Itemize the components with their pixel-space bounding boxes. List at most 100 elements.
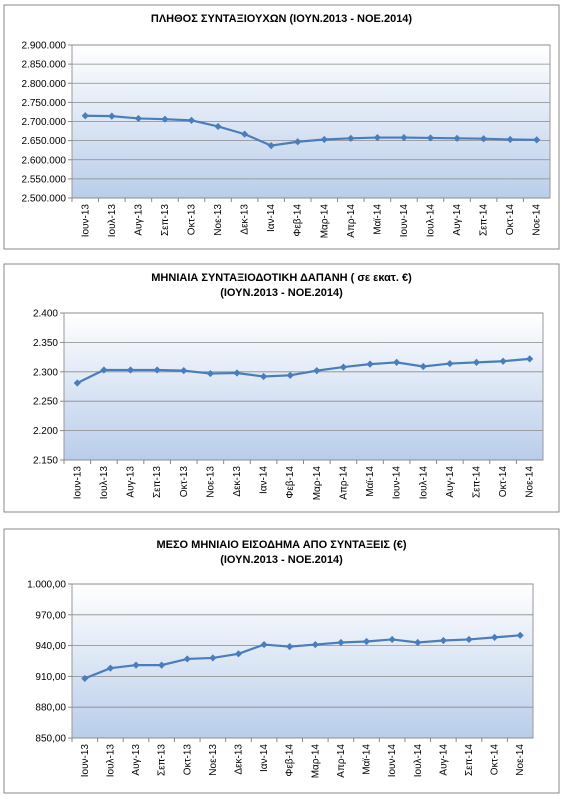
- chart-subtitle: (ΙΟΥΝ.2013 - ΝΟΕ.2014): [220, 287, 343, 299]
- data-point: [161, 115, 169, 123]
- data-line: [85, 114, 537, 147]
- x-tick-label: Σεπ-13: [157, 744, 168, 776]
- x-tick-label: Δεκ-13: [240, 204, 251, 235]
- data-point: [347, 134, 355, 142]
- chart-title: ΠΛΗΘΟΣ ΣΥΝΤΑΞΙΟΥΧΩΝ (ΙΟΥΝ.2013 - ΝΟΕ.201…: [151, 13, 413, 25]
- data-point: [81, 674, 89, 683]
- data-point: [183, 655, 191, 663]
- data-point: [286, 371, 294, 379]
- x-tick-label: Μαϊ-14: [372, 204, 383, 235]
- x-tick-label: Ιουλ-13: [107, 204, 118, 238]
- x-tick-label: Νοε-14: [525, 466, 536, 498]
- data-point: [362, 637, 371, 646]
- x-tick-label: Φεβ-14: [285, 744, 296, 777]
- data-point: [234, 650, 243, 658]
- x-tick-label: Αυγ-13: [126, 466, 137, 498]
- x-tick-label: Αυγ-14: [452, 204, 463, 236]
- data-point: [209, 654, 217, 662]
- data-point: [153, 366, 161, 374]
- y-tick-label: 2.200: [33, 426, 58, 437]
- data-point: [339, 363, 348, 371]
- x-tick-label: Ιαν-14: [266, 204, 277, 232]
- y-tick-label: 2.600.000: [22, 155, 67, 166]
- y-tick-label: 2.750.000: [22, 98, 67, 109]
- x-tick-label: Νοε-13: [213, 204, 224, 236]
- x-tick-label: Απρ-14: [336, 744, 347, 778]
- data-point: [241, 130, 249, 138]
- plot-area: [63, 312, 544, 461]
- x-tick-label: Ιουν-14: [399, 204, 410, 238]
- x-tick-label: Νοε-13: [205, 466, 216, 498]
- x-tick-label: Μαρ-14: [310, 744, 321, 779]
- data-point: [499, 357, 507, 365]
- plot-area: [71, 583, 534, 739]
- y-tick-label: 2.550.000: [22, 174, 67, 185]
- y-tick-label: 1.000,00: [27, 580, 66, 591]
- x-tick-label: Φεβ-14: [285, 466, 296, 499]
- data-point: [233, 369, 241, 377]
- x-tick-label: Ιουλ-13: [105, 744, 116, 778]
- x-tick-label: Ιαν-14: [259, 744, 270, 772]
- x-tick-label: Απρ-14: [346, 204, 357, 238]
- x-tick-label: Ιουν-14: [387, 744, 398, 778]
- data-point: [260, 640, 268, 649]
- x-tick-label: Μαϊ-14: [362, 744, 373, 775]
- x-tick-label: Μαρ-14: [319, 204, 330, 239]
- data-point: [267, 141, 275, 150]
- data-point: [259, 372, 268, 381]
- x-tick-label: Ιουλ-14: [426, 204, 437, 238]
- x-tick-label: Ιουν-13: [80, 744, 91, 778]
- data-point: [490, 633, 499, 641]
- x-tick-label: Σεπ-14: [464, 744, 475, 776]
- data-point: [187, 116, 196, 124]
- x-tick-label: Δεκ-13: [233, 744, 244, 775]
- y-tick-label: 2.150: [33, 456, 58, 467]
- chart-title: ΜΗΝΙΑΙΑ ΣΥΝΤΑΞΙΟΔΟΤΙΚΗ ΔΑΠΑΝΗ ( σε εκατ.…: [151, 272, 412, 284]
- x-tick-label: Μαϊ-14: [365, 466, 376, 497]
- data-point: [206, 369, 214, 378]
- y-tick-label: 850,00: [35, 734, 66, 745]
- x-tick-label: Ιουλ-14: [418, 466, 429, 500]
- y-tick-label: 2.850.000: [22, 60, 67, 71]
- x-tick-label: Αυγ-13: [133, 204, 144, 236]
- data-point: [472, 358, 481, 366]
- data-point: [388, 635, 396, 644]
- data-point: [526, 355, 534, 363]
- data-point: [533, 136, 541, 144]
- x-tick-label: Οκτ-14: [498, 466, 509, 498]
- data-point: [286, 643, 294, 651]
- x-tick-label: Απρ-14: [338, 466, 349, 500]
- data-point: [81, 112, 89, 120]
- data-point: [446, 359, 454, 368]
- data-point: [294, 138, 302, 146]
- data-point: [393, 358, 401, 366]
- data-point: [426, 134, 435, 142]
- y-tick-label: 910,00: [35, 672, 66, 683]
- data-point: [106, 664, 115, 672]
- y-tick-label: 970,00: [35, 610, 66, 621]
- data-line: [76, 357, 530, 384]
- data-point: [506, 135, 514, 144]
- x-tick-label: Αυγ-14: [438, 744, 449, 776]
- x-tick-label: Σεπ-14: [479, 204, 490, 236]
- chart-subtitle: (ΙΟΥΝ.2013 - ΝΟΕ.2014): [220, 554, 343, 566]
- data-point: [516, 631, 524, 639]
- x-tick-label: Νοε-14: [532, 204, 543, 236]
- x-tick-label: Μαρ-14: [312, 466, 323, 501]
- data-point: [108, 112, 116, 120]
- x-tick-label: Ιουν-14: [392, 466, 403, 500]
- data-point: [214, 122, 222, 131]
- x-tick-label: Σεπ-14: [471, 466, 482, 498]
- data-point: [158, 661, 166, 669]
- x-tick-label: Οκτ-14: [490, 744, 501, 776]
- x-tick-label: Οκτ-13: [179, 466, 190, 498]
- data-point: [337, 638, 345, 647]
- data-point: [480, 135, 488, 143]
- y-tick-label: 2.900.000: [22, 41, 67, 52]
- x-tick-label: Ιουν-13: [72, 466, 83, 500]
- data-point: [419, 362, 427, 371]
- x-tick-label: Αυγ-13: [131, 744, 142, 776]
- data-point: [400, 133, 408, 142]
